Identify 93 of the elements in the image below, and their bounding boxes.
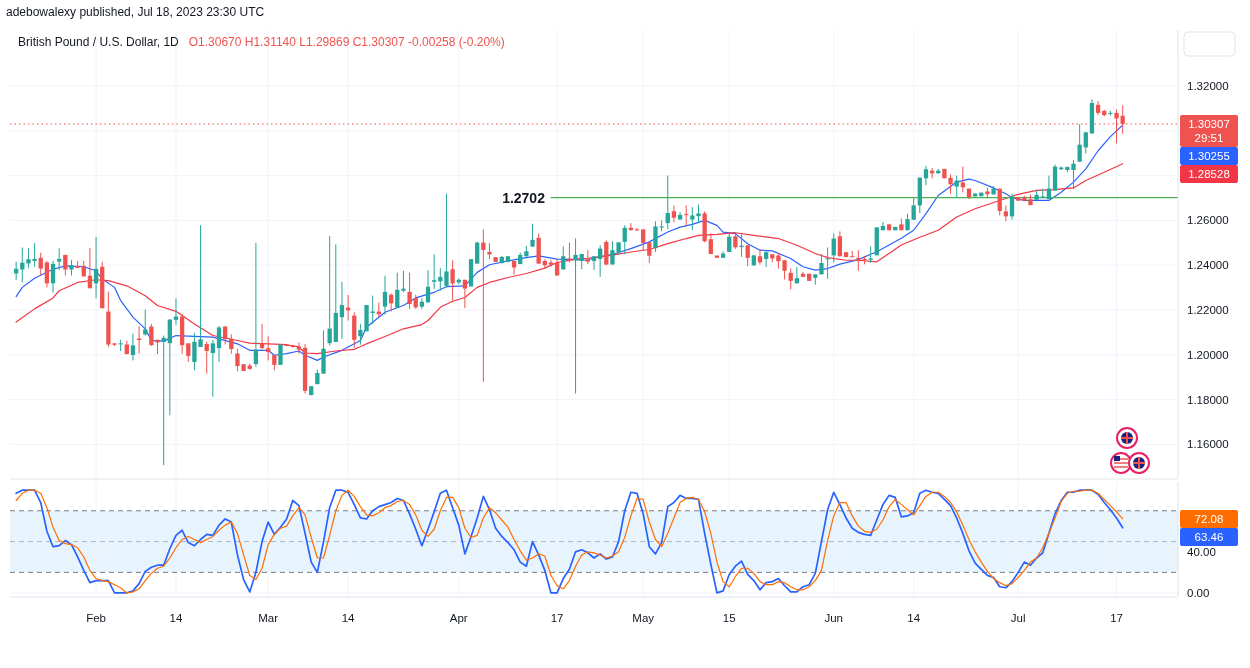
- annotation: 1.2702: [502, 189, 546, 206]
- x-tick-label: May: [632, 612, 655, 624]
- candlestick: [1071, 159, 1076, 190]
- candlestick: [641, 228, 646, 252]
- candlestick: [266, 335, 271, 361]
- x-tick-label: 15: [722, 612, 736, 624]
- y-tick-label: 0.00: [1187, 586, 1210, 599]
- candlestick: [825, 247, 830, 280]
- candlestick: [296, 341, 302, 355]
- candlestick: [130, 333, 136, 361]
- x-tick-label: Jul: [1010, 612, 1026, 624]
- candlestick: [727, 233, 732, 253]
- candlestick: [216, 325, 222, 363]
- text: 63.46: [1194, 530, 1224, 543]
- y-tick-label: 1.16000: [1187, 438, 1229, 451]
- x-tick-label: 17: [550, 612, 564, 624]
- candlestick: [450, 259, 455, 302]
- candlestick: [57, 247, 62, 271]
- candlestick: [1077, 123, 1082, 163]
- candlestick: [136, 325, 142, 354]
- candlestick: [923, 165, 929, 186]
- candlestick: [585, 249, 590, 265]
- candlestick: [665, 175, 670, 230]
- candlestick: [253, 242, 259, 368]
- candlestick: [604, 239, 609, 266]
- x-tick-label: 14: [907, 612, 921, 624]
- candlestick: [954, 175, 959, 198]
- y-tick-label: 1.26000: [1187, 214, 1229, 227]
- candlestick: [591, 255, 597, 271]
- candlestick: [419, 297, 425, 310]
- candlestick: [382, 275, 388, 316]
- x-tick-label: 17: [1110, 612, 1123, 624]
- candlestick: [745, 244, 750, 267]
- candlestick: [788, 268, 793, 290]
- candlestick: [1052, 164, 1058, 192]
- candlestick: [425, 269, 431, 303]
- x-tick-label: Mar: [258, 612, 279, 624]
- candlestick: [143, 309, 148, 337]
- candlestick: [118, 339, 123, 352]
- candlestick: [1009, 193, 1015, 221]
- candlestick: [948, 173, 953, 195]
- candlestick: [573, 237, 578, 395]
- candlestick: [229, 333, 234, 355]
- candlestick: [210, 339, 216, 398]
- candlestick: [647, 241, 652, 264]
- text: 1.28528: [1188, 167, 1230, 180]
- candlestick: [763, 250, 769, 268]
- candlestick: [757, 249, 763, 266]
- candlestick: [259, 323, 265, 350]
- x-tick-label: Feb: [86, 612, 106, 624]
- candlestick: [598, 244, 603, 278]
- candlestick: [911, 197, 916, 221]
- x-tick-label: Jun: [824, 612, 844, 624]
- candlestick: [837, 230, 843, 257]
- text: adebowalexy published, Jul 18, 2023 23:30 UTC: [6, 5, 265, 19]
- y-tick-label: 1.22000: [1187, 304, 1229, 316]
- candlestick: [204, 341, 209, 375]
- text: 1.30255: [1188, 149, 1230, 162]
- x-tick-label: 14: [169, 612, 183, 624]
- candlestick: [444, 193, 449, 288]
- candlestick: [1003, 204, 1009, 222]
- x-tick-label: 14: [341, 612, 356, 624]
- text: 72.08: [1194, 512, 1224, 525]
- candlestick: [530, 223, 535, 248]
- candlestick: [684, 204, 689, 226]
- y-tick-label: 1.24000: [1187, 259, 1229, 272]
- chart-title: British Pound / U.S. Dollar, 1D: [18, 35, 179, 49]
- candlestick: [475, 241, 480, 265]
- candlestick: [997, 188, 1002, 216]
- candlestick: [395, 272, 400, 309]
- candlestick: [671, 204, 677, 223]
- x-tick-label: Apr: [449, 612, 468, 624]
- ref-line-label: 1.30307: [1188, 117, 1230, 130]
- candlestick: [173, 297, 179, 326]
- candlestick: [407, 272, 412, 310]
- candlestick: [278, 344, 283, 366]
- candlestick: [186, 342, 191, 363]
- y-tick-label: 1.32000: [1187, 80, 1229, 92]
- y-tick-label: 1.20000: [1187, 348, 1229, 361]
- candlestick: [50, 260, 56, 293]
- y-tick-label: 40.00: [1187, 545, 1216, 558]
- candlestick: [567, 242, 572, 264]
- text: 29:51: [1194, 131, 1224, 144]
- chart-subtitle: O1.30670 H1.31140 L1.29869 C1.30307 -0.00258 (-0.20%): [188, 35, 505, 49]
- candlestick: [167, 318, 172, 416]
- candlestick: [38, 252, 43, 277]
- candlestick: [634, 227, 640, 232]
- candlestick: [339, 281, 345, 340]
- candlestick: [794, 266, 800, 284]
- y-tick-label: 1.18000: [1187, 393, 1229, 406]
- candlestick: [432, 253, 437, 290]
- candlestick: [401, 270, 406, 293]
- candlestick: [622, 224, 627, 255]
